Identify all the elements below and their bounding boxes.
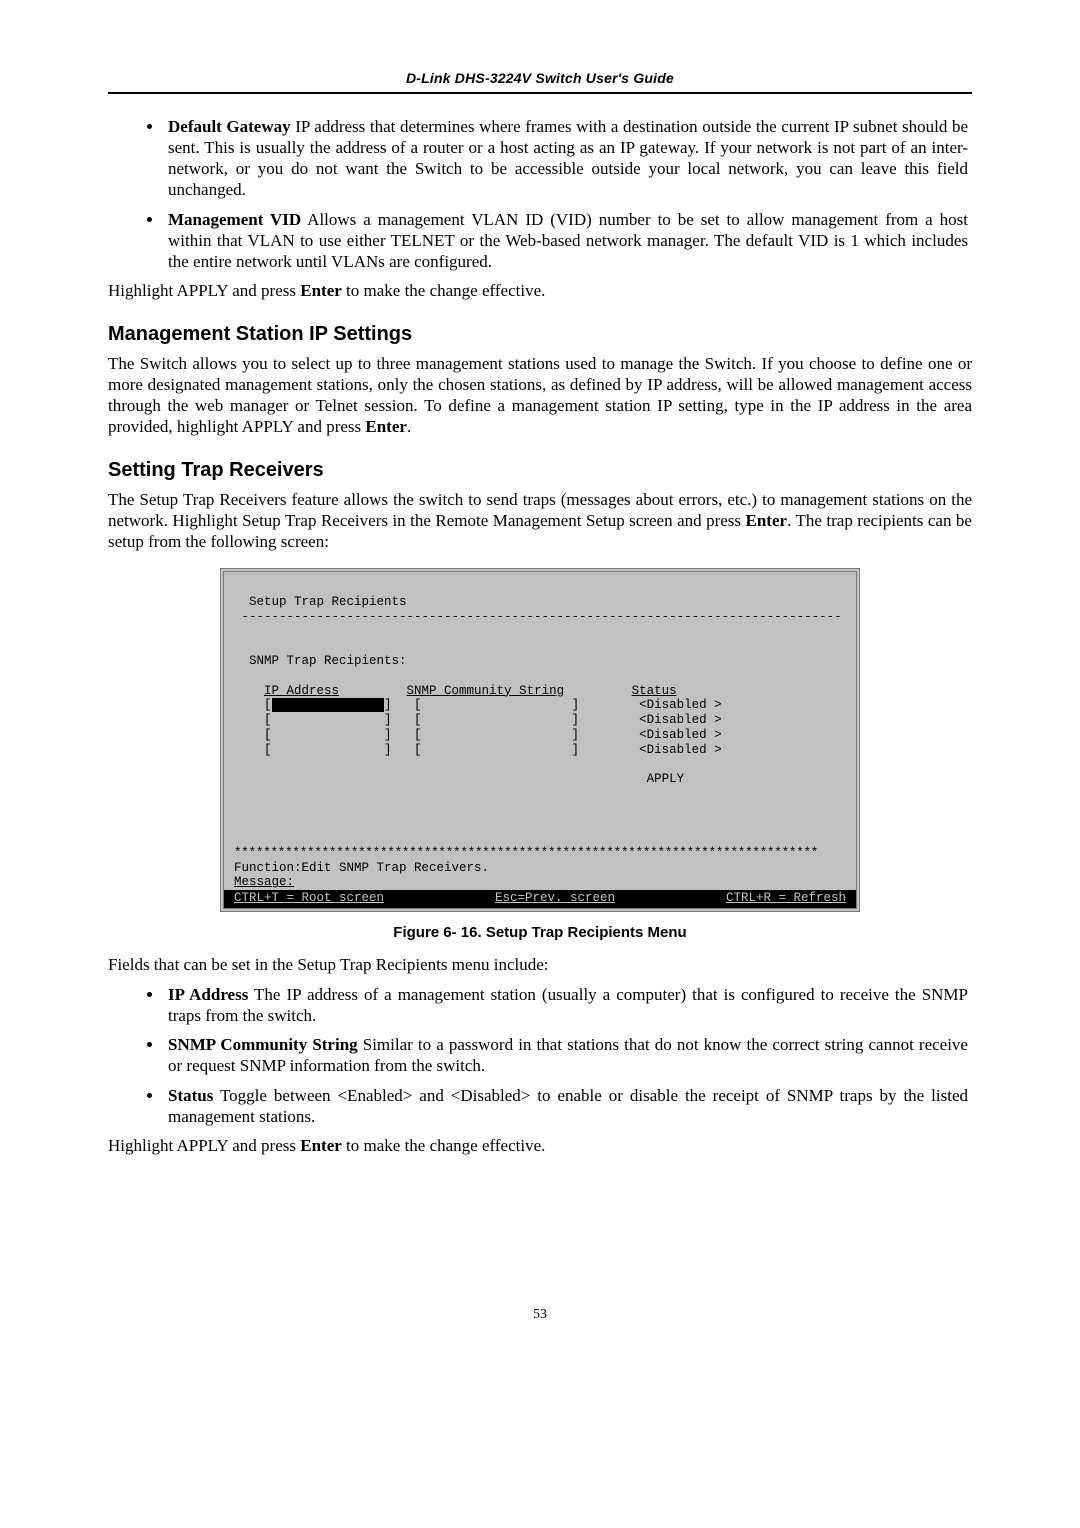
text-fragment: Highlight APPLY and press: [108, 1136, 300, 1155]
text-fragment: to make the change effective.: [342, 281, 546, 300]
bottom-bullet-list: IP Address The IP address of a managemen…: [108, 984, 972, 1128]
list-item: SNMP Community String Similar to a passw…: [164, 1034, 972, 1077]
page-header: D-Link DHS-3224V Switch User's Guide: [108, 70, 972, 94]
page-number: 53: [108, 1306, 972, 1324]
terminal-title: Setup Trap Recipients: [249, 595, 407, 609]
text-fragment: Highlight APPLY and press: [108, 281, 300, 300]
terminal-hotkey-mid: Esc=Prev. screen: [495, 891, 615, 907]
terminal-col-header: SNMP Community String: [407, 684, 565, 698]
terminal-content: Setup Trap Recipients ------------------…: [224, 572, 856, 890]
terminal-cursor-field: [272, 698, 385, 712]
section-heading-management: Management Station IP Settings: [108, 322, 972, 347]
apply-line: Highlight APPLY and press Enter to make …: [108, 1135, 972, 1156]
list-item: IP Address The IP address of a managemen…: [164, 984, 972, 1027]
term-text: Toggle between <Enabled> and <Disabled> …: [168, 1086, 968, 1126]
term-bold: IP Address: [168, 985, 248, 1004]
terminal-status: <Disabled >: [639, 743, 722, 757]
text-bold: Enter: [746, 511, 788, 530]
term-bold: SNMP Community String: [168, 1035, 358, 1054]
terminal-status: <Disabled >: [639, 698, 722, 712]
text-bold: Enter: [300, 281, 342, 300]
terminal-status: <Disabled >: [639, 713, 722, 727]
terminal-col-header: Status: [632, 684, 677, 698]
apply-line: Highlight APPLY and press Enter to make …: [108, 280, 972, 301]
section-heading-trap: Setting Trap Receivers: [108, 458, 972, 483]
term-text: The IP address of a management station (…: [168, 985, 968, 1025]
text-fragment: to make the change effective.: [342, 1136, 546, 1155]
list-item: Status Toggle between <Enabled> and <Dis…: [164, 1085, 972, 1128]
text-bold: Enter: [365, 417, 407, 436]
text-fragment: The Switch allows you to select up to th…: [108, 354, 972, 437]
section-body: The Switch allows you to select up to th…: [108, 353, 972, 438]
term-bold: Default Gateway: [168, 117, 291, 136]
term-bold: Management VID: [168, 210, 301, 229]
terminal-hotkey-left: CTRL+T = Root screen: [234, 891, 384, 907]
terminal-screenshot: Setup Trap Recipients ------------------…: [220, 568, 860, 911]
text-fragment: .: [407, 417, 411, 436]
terminal-label: SNMP Trap Recipients:: [249, 654, 407, 668]
terminal-stars: ****************************************…: [234, 846, 818, 860]
terminal-apply: APPLY: [647, 772, 685, 786]
figure-caption: Figure 6- 16. Setup Trap Recipients Menu: [108, 924, 972, 943]
terminal-hotkey-right: CTRL+R = Refresh: [726, 891, 846, 907]
terminal-statusbar: CTRL+T = Root screen Esc=Prev. screen CT…: [224, 890, 856, 908]
terminal-message-line: Message:: [234, 875, 294, 889]
text-bold: Enter: [300, 1136, 342, 1155]
fields-intro: Fields that can be set in the Setup Trap…: [108, 954, 972, 975]
list-item: Default Gateway IP address that determin…: [164, 116, 972, 201]
top-bullet-list: Default Gateway IP address that determin…: [108, 116, 972, 273]
terminal-col-header: IP Address: [264, 684, 339, 698]
section-body: The Setup Trap Receivers feature allows …: [108, 489, 972, 553]
terminal-function-line: Function:Edit SNMP Trap Receivers.: [234, 861, 489, 875]
list-item: Management VID Allows a management VLAN …: [164, 209, 972, 273]
term-bold: Status: [168, 1086, 213, 1105]
terminal-status: <Disabled >: [639, 728, 722, 742]
